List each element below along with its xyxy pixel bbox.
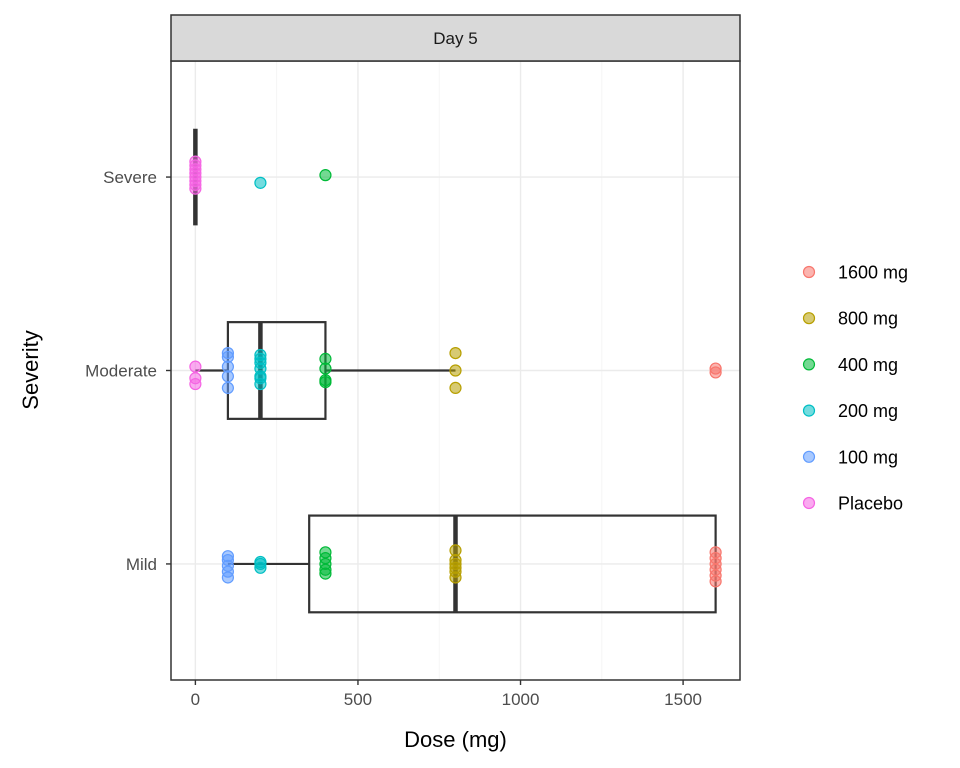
- facet-strip: [170, 14, 741, 62]
- data-point: [449, 381, 462, 395]
- legend-key: [802, 358, 816, 371]
- y-tick-label: Mild: [126, 555, 157, 574]
- data-points: [189, 155, 722, 588]
- data-point: [221, 381, 234, 395]
- legend-item: 800 mg: [802, 309, 898, 329]
- legend-label: 200 mg: [838, 401, 898, 421]
- x-axis: 0 500 1000 1500: [191, 680, 702, 709]
- legend-key: [802, 265, 816, 279]
- y-tick-label: Moderate: [85, 362, 157, 381]
- data-point: [709, 362, 722, 375]
- legend-label: 1600 mg: [838, 263, 908, 283]
- legend-key: [802, 450, 816, 463]
- legend-label: 100 mg: [838, 447, 898, 467]
- data-point: [189, 360, 202, 373]
- data-point: [221, 346, 234, 360]
- data-point: [189, 372, 202, 385]
- data-point: [319, 169, 332, 182]
- data-point: [449, 346, 462, 360]
- y-axis-title: Severity: [18, 330, 43, 409]
- legend-label: 800 mg: [838, 309, 898, 329]
- legend-key: [802, 404, 816, 417]
- legend-label: 400 mg: [838, 355, 898, 375]
- data-point: [254, 176, 267, 189]
- legend-item: 400 mg: [802, 355, 898, 375]
- legend-item: 1600 mg: [802, 263, 908, 283]
- legend-key: [802, 496, 816, 510]
- y-tick-label: Severe: [103, 168, 157, 187]
- legend: 1600 mg 800 mg 400 mg 200 mg 100 mg Placebo: [802, 263, 908, 514]
- x-tick-label: 1500: [664, 690, 702, 709]
- facet-label: Day 5: [433, 29, 477, 48]
- data-point: [709, 546, 722, 559]
- data-point: [254, 555, 267, 569]
- legend-key: [802, 312, 816, 325]
- y-axis: Mild Moderate Severe: [85, 168, 171, 574]
- x-tick-label: 1000: [502, 690, 540, 709]
- legend-item: 100 mg: [802, 447, 898, 467]
- legend-item: 200 mg: [802, 401, 898, 421]
- data-point: [319, 374, 332, 387]
- data-point: [221, 550, 234, 563]
- legend-item: Placebo: [802, 494, 903, 514]
- data-point: [319, 546, 332, 559]
- data-point: [319, 352, 332, 365]
- data-point: [254, 348, 267, 362]
- data-point: [449, 364, 462, 377]
- x-tick-label: 500: [344, 690, 372, 709]
- legend-label: Placebo: [838, 494, 903, 514]
- data-point: [449, 544, 462, 557]
- data-point: [189, 155, 202, 168]
- x-axis-title: Dose (mg): [404, 727, 507, 752]
- x-tick-label: 0: [191, 690, 200, 709]
